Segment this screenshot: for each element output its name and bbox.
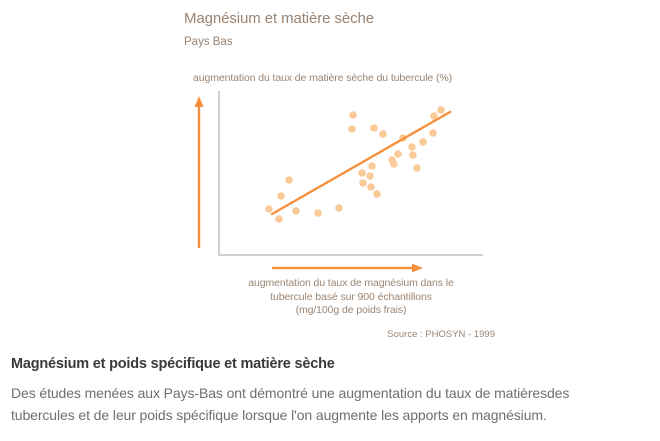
- scatter-point: [368, 162, 376, 170]
- scatter-point: [408, 143, 416, 151]
- scatter-point: [359, 179, 367, 187]
- scatter-point: [390, 160, 398, 168]
- axis-lines: [218, 91, 483, 256]
- chart-title: Magnésium et matière sèche: [184, 10, 374, 27]
- scatter-point: [292, 207, 300, 215]
- scatter-point: [429, 129, 437, 137]
- scatter-point: [370, 124, 378, 132]
- x-axis-label-line2: tubercule basé sur 900 échantillons: [270, 290, 432, 303]
- scatter-point: [314, 209, 322, 217]
- scatter-point: [373, 190, 381, 198]
- article-heading: Magnésium et poids spécifique et matière…: [11, 356, 335, 372]
- trend-line: [270, 110, 452, 216]
- scatter-point: [366, 172, 374, 180]
- x-axis-arrowhead-icon: [412, 263, 423, 273]
- scatter-point: [265, 205, 273, 213]
- scatter-point: [413, 164, 421, 172]
- scatter-point: [348, 125, 356, 133]
- scatter-point: [430, 112, 438, 120]
- scatter-point: [419, 138, 427, 146]
- scatter-point: [275, 215, 283, 223]
- scatter-point: [409, 151, 417, 159]
- scatter-point: [277, 192, 285, 200]
- scatter-point: [335, 204, 343, 212]
- scatter-point: [437, 106, 445, 114]
- source-credit: Source : PHOSYN - 1999: [387, 329, 495, 340]
- x-axis-label-line3: (mg/100g de poids frais): [295, 304, 407, 316]
- scatter-point: [379, 130, 387, 138]
- scatter-point: [394, 150, 402, 158]
- x-axis-label: augmentation du taux de magnésium dans l…: [219, 277, 483, 318]
- scatter-point: [367, 183, 375, 191]
- scatter-point: [349, 111, 357, 119]
- y-axis-arrowhead-icon: [194, 96, 204, 107]
- scatter-point: [285, 176, 293, 184]
- y-axis-label: augmentation du taux de matière sèche du…: [193, 72, 453, 84]
- x-axis-label-line1: augmentation du taux de magnésium dans l…: [248, 277, 454, 289]
- scatter-point: [358, 169, 366, 177]
- chart-subtitle: Pays Bas: [184, 36, 233, 48]
- article-body: Des études menées aux Pays-Bas ont démon…: [11, 385, 570, 423]
